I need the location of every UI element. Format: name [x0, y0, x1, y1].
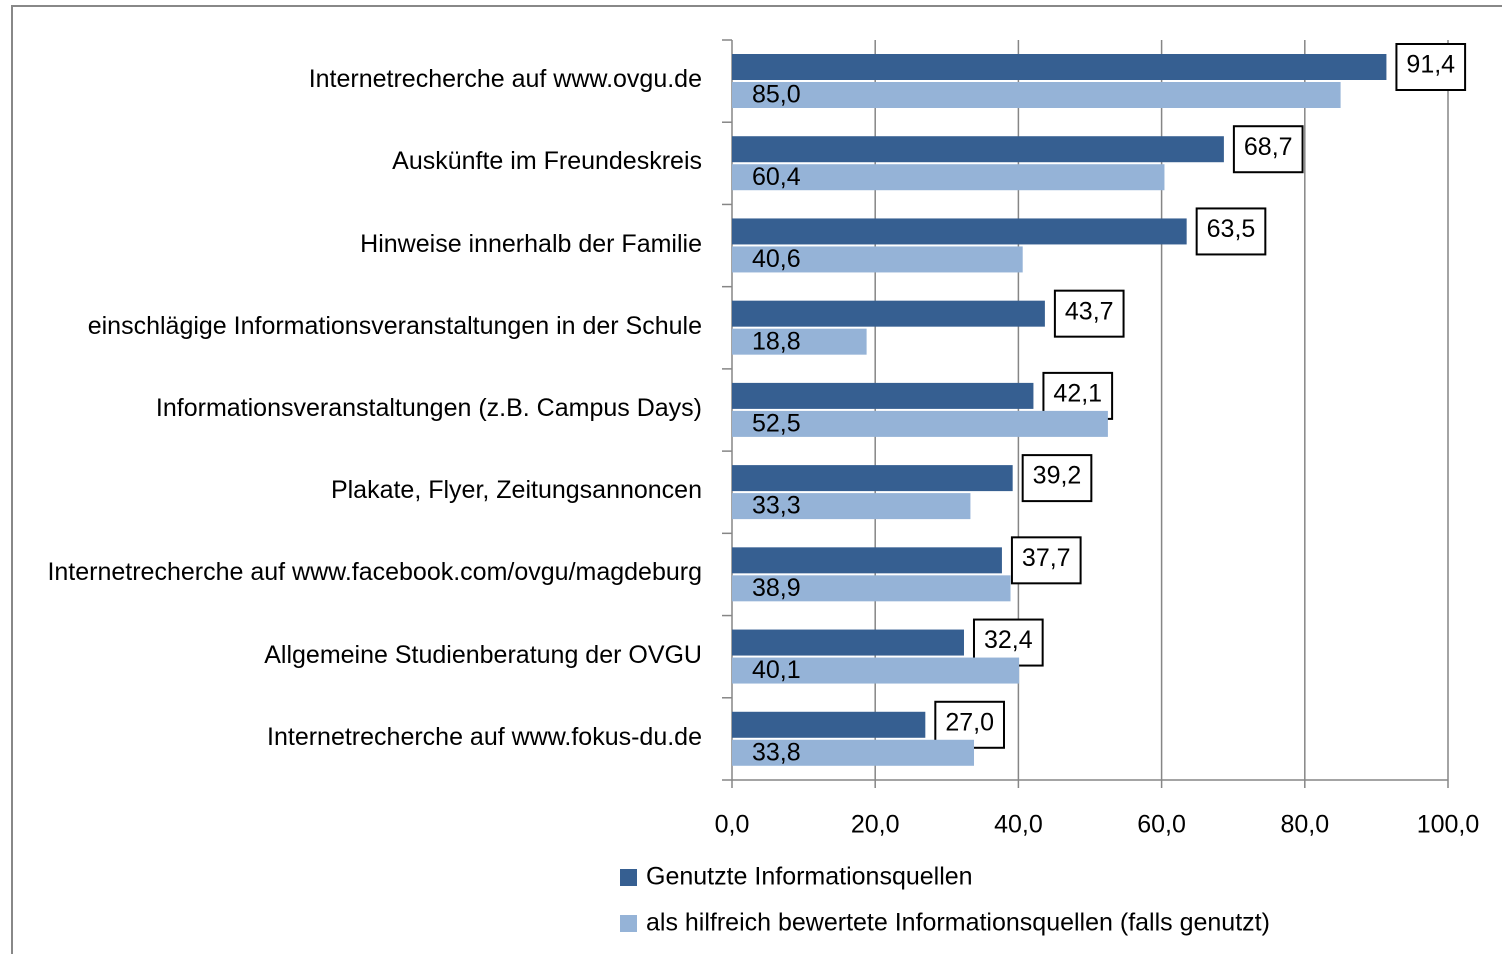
data-label-box [1053, 289, 1125, 338]
bar [732, 328, 867, 355]
data-label: 27,0 [945, 708, 994, 736]
chart-border [11, 5, 1502, 954]
category-label: Informationsveranstaltungen (z.B. Campus… [155, 394, 702, 422]
bar [732, 739, 975, 766]
bar [732, 547, 1002, 574]
x-tick-label: 60,0 [1137, 811, 1186, 839]
bar [732, 136, 1224, 163]
data-label: 32,4 [984, 626, 1033, 654]
x-tick-label: 40,0 [994, 811, 1043, 839]
category-label: Auskünfte im Freundeskreis [392, 147, 702, 176]
category-label: Internetrecherche auf www.fokus-du.de [267, 722, 702, 751]
data-label: 68,7 [1244, 133, 1293, 161]
category-label: einschlägige Informationsveranstaltungen… [87, 311, 702, 340]
category-label: Hinweise innerhalb der Familie [360, 229, 702, 258]
data-label: 60,4 [752, 163, 801, 191]
data-label: 42,1 [1053, 379, 1102, 407]
category-label: Internetrecherche auf www.facebook.com/o… [47, 558, 702, 587]
category-label: Allgemeine Studienberatung der OVGU [264, 640, 702, 669]
x-tick-label: 20,0 [851, 811, 900, 839]
bar [732, 82, 1341, 108]
bar [732, 465, 1013, 492]
data-label: 18,8 [752, 327, 801, 355]
bar [732, 575, 1011, 602]
bar [732, 657, 1020, 684]
bar [732, 54, 1387, 80]
data-label: 40,6 [752, 245, 801, 273]
x-tick-label: 80,0 [1280, 811, 1329, 839]
data-label: 40,1 [752, 656, 801, 684]
data-label: 85,0 [752, 81, 801, 109]
category-label: Plakate, Flyer, Zeitungsannoncen [330, 476, 702, 505]
data-label: 38,9 [752, 574, 801, 602]
bar [732, 382, 1034, 409]
data-label: 37,7 [1022, 544, 1071, 572]
data-label-box [1010, 536, 1082, 585]
data-label: 91,4 [1406, 51, 1455, 79]
data-label-box [1232, 125, 1304, 174]
data-label: 33,3 [752, 492, 801, 520]
bar [732, 711, 926, 738]
bar [732, 300, 1045, 327]
bar [732, 164, 1165, 191]
legend-swatch [620, 869, 637, 886]
category-label: Internetrecherche auf www.ovgu.de [308, 65, 702, 94]
legend-label: Genutzte Informationsquellen [646, 863, 973, 891]
data-label: 63,5 [1207, 215, 1256, 243]
data-label-box [1195, 207, 1267, 256]
bar [732, 629, 964, 656]
bar [732, 218, 1187, 245]
data-label-box [1395, 43, 1467, 91]
legend-label: als hilfreich bewertete Informationsquel… [646, 909, 1270, 937]
x-tick-label: 0,0 [715, 811, 750, 839]
x-tick-label: 100,0 [1417, 811, 1480, 839]
data-label: 33,8 [752, 738, 801, 766]
bar [732, 246, 1023, 273]
data-label-box [1021, 454, 1093, 503]
legend-swatch [620, 915, 637, 932]
bar [732, 410, 1108, 437]
data-label: 43,7 [1065, 297, 1114, 325]
bar [732, 493, 971, 520]
data-label: 52,5 [752, 409, 801, 437]
data-label: 39,2 [1033, 462, 1082, 490]
